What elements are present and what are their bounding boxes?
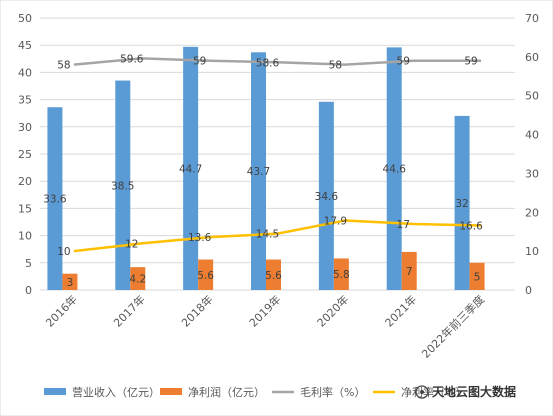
profit-bar [333,258,349,290]
right-tick-label: 50 [525,90,539,103]
left-tick-label: 30 [18,121,32,134]
profit-value-label: 5.8 [333,269,350,281]
revenue-value-label: 32 [455,198,468,210]
left-tick-label: 45 [18,39,32,52]
profit-bar [266,259,281,290]
profit-bar [469,262,485,290]
revenue-value-label: 43.7 [247,166,270,178]
gross-margin-value-label: 58 [329,60,342,72]
gross-margin-value-label: 58.6 [256,57,280,69]
right-tick-label: 60 [525,51,539,64]
revenue-value-label: 38.5 [111,180,134,192]
left-axis: 0 5 10 15 20 25 30 35 40 45 50 [18,12,32,297]
gross-margin-value-label: 59.6 [120,53,144,65]
legend-swatch [44,388,66,395]
profit-value-label: 5.6 [265,270,282,282]
profit-value-label: 4.2 [129,274,146,286]
gross-margin-value-label: 58 [57,60,70,72]
revenue-value-label: 33.6 [43,194,67,206]
legend-label: 毛利率（%） [300,385,365,399]
watermark-logo-dot-icon [420,390,424,394]
revenue-bar [115,80,131,290]
right-tick-label: 40 [525,129,539,142]
watermark-text: 天地云图大数据 [432,384,516,399]
revenue-bar [183,46,199,290]
net-margin-value-label: 10 [57,246,70,258]
net-margin-value-label: 12 [125,238,138,250]
profit-bar [198,259,214,290]
data-labels: 33.6 38.5 44.7 43.7 34.6 44.6 32 3 4.2 5.6 5.6 5.8 7… [43,53,483,288]
revenue-bar [318,101,334,290]
left-tick-label: 5 [25,257,32,270]
left-tick-label: 35 [18,94,32,107]
profit-value-label: 7 [406,266,413,278]
profit-bar [401,251,417,290]
left-tick-label: 40 [18,66,32,79]
revenue-bar [47,107,63,290]
legend-label: 净利润（亿元） [188,385,265,399]
profit-bar [62,273,78,290]
revenue-value-label: 44.7 [179,163,202,175]
left-tick-label: 50 [18,12,32,25]
revenue-value-label: 34.6 [315,191,339,203]
legend-label: 营业收入（亿元） [72,385,160,399]
net-margin-value-label: 17 [397,219,410,231]
profit-bar [130,267,146,290]
gross-margin-value-label: 59 [193,56,206,68]
revenue-bar [454,115,470,290]
watermark: 天地云图大数据 [415,384,516,399]
watermark-logo-icon [415,385,429,399]
revenue-bar [386,47,402,290]
left-tick-label: 10 [18,230,32,243]
revenue-bar [251,52,266,290]
profit-value-label: 5 [474,271,481,283]
profit-value-label: 3 [67,277,74,289]
left-tick-label: 0 [25,284,32,297]
left-tick-label: 25 [18,148,32,161]
bar-series [47,46,485,290]
right-tick-label: 10 [525,245,539,258]
net-margin-value-label: 14.5 [256,229,279,241]
right-tick-label: 0 [525,284,532,297]
right-tick-label: 70 [525,12,539,25]
right-axis: 0 10 20 30 40 50 60 70 [525,12,539,297]
profit-value-label: 5.6 [197,270,214,282]
legend: 营业收入（亿元） 净利润（亿元） 毛利率（%） 净利率（%） [44,385,466,399]
left-tick-label: 20 [18,175,32,188]
gross-margin-value-label: 59 [397,56,410,68]
left-tick-label: 15 [18,202,32,215]
right-tick-label: 20 [525,206,539,219]
legend-swatch [160,388,182,395]
net-margin-value-label: 16.6 [459,220,483,232]
net-margin-line [73,219,482,253]
right-tick-label: 30 [525,167,539,180]
line-series [73,57,482,253]
gross-margin-line [73,57,482,66]
revenue-value-label: 44.6 [383,164,407,176]
net-margin-value-label: 13.6 [188,232,212,244]
gross-margin-value-label: 59 [464,56,477,68]
net-margin-value-label: 17.9 [324,215,347,227]
